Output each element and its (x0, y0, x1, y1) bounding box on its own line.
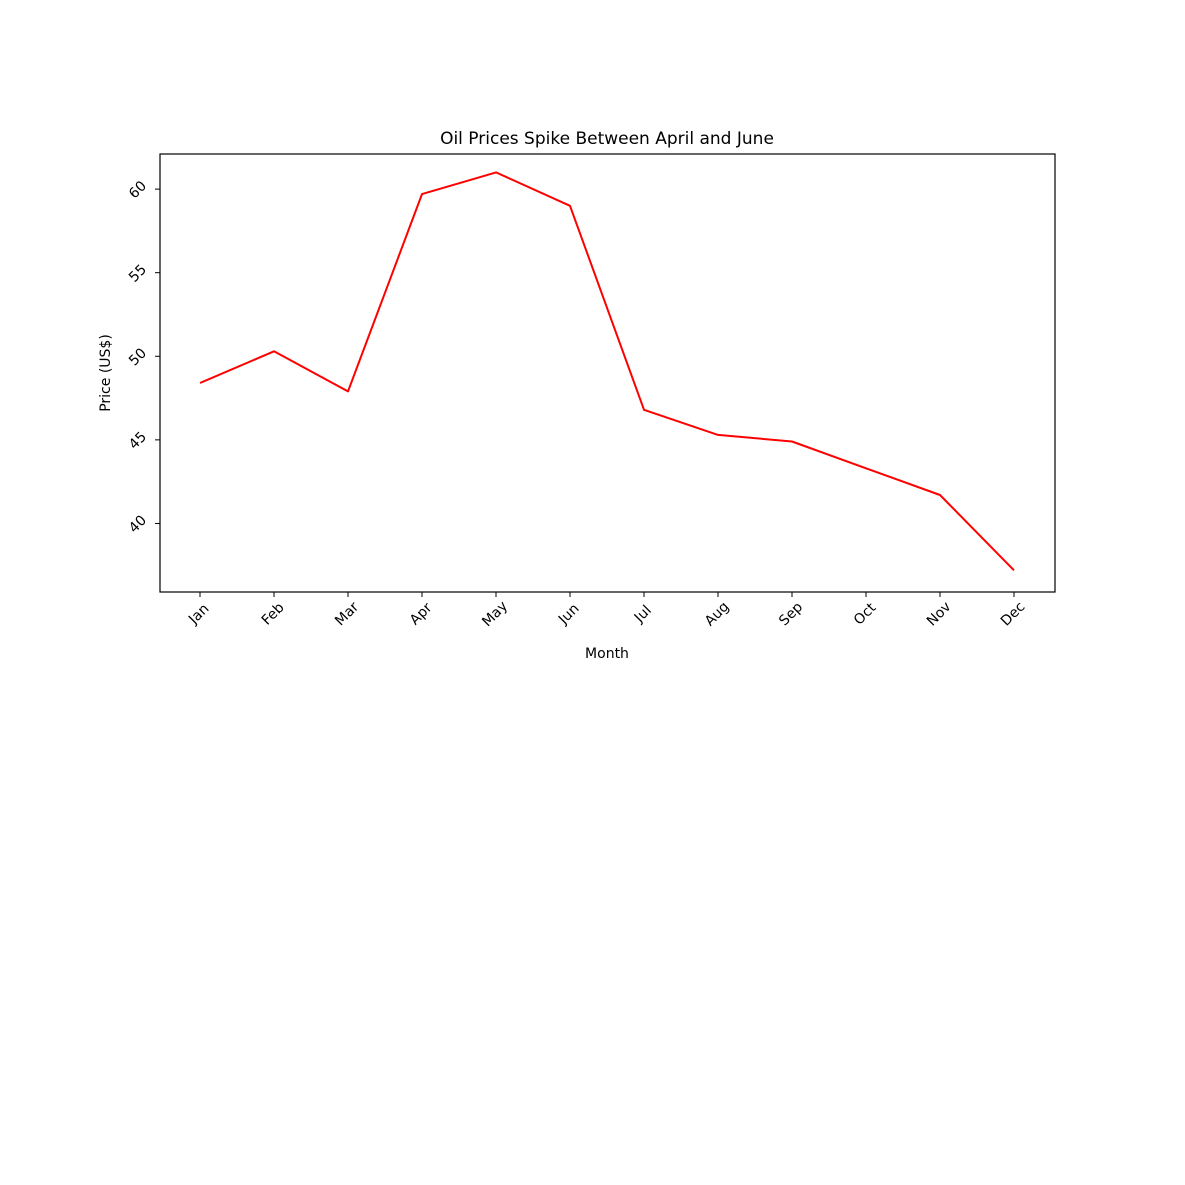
x-tick-label: May (479, 598, 511, 630)
y-tick-label: 55 (126, 262, 150, 286)
series-line (199, 171, 1015, 572)
x-tick-label: Mar (332, 599, 362, 629)
x-tick-label: Dec (998, 599, 1028, 629)
y-tick-label: 50 (126, 345, 150, 369)
x-tick-label: Oct (851, 600, 880, 629)
plot-frame (159, 153, 1056, 593)
x-tick-label: Nov (924, 599, 955, 630)
x-tick-label: Jun (555, 601, 582, 628)
x-axis-label: Month (585, 646, 629, 662)
y-axis-label: Price (US$) (98, 334, 114, 412)
x-tick-label: Jan (185, 601, 212, 628)
x-tick-label: Apr (407, 600, 436, 629)
axis-ticks: Jan Feb Mar Apr May Jun Jul Aug Sep Oct Nov Dec 40 45… (126, 178, 1028, 630)
chart-title: Oil Prices Spike Between April and June (440, 129, 774, 149)
x-tick-label: Aug (702, 599, 733, 630)
x-tick-label: Jul (631, 603, 655, 627)
x-tick-label: Feb (259, 600, 288, 629)
y-tick-label: 40 (126, 512, 150, 536)
y-tick-label: 45 (126, 429, 150, 453)
y-tick-label: 60 (126, 178, 150, 202)
x-tick-label: Sep (776, 599, 806, 629)
plot-area (199, 171, 1015, 572)
